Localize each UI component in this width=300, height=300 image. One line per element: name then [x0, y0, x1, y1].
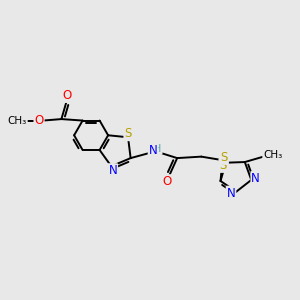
- Text: N: N: [251, 172, 260, 185]
- Text: O: O: [63, 89, 72, 102]
- Text: H: H: [153, 144, 162, 154]
- Text: CH₃: CH₃: [263, 150, 282, 160]
- Text: N: N: [148, 144, 158, 157]
- Text: CH₃: CH₃: [8, 116, 27, 126]
- Text: N: N: [108, 164, 117, 177]
- Text: O: O: [34, 114, 44, 127]
- Text: S: S: [220, 151, 228, 164]
- Text: S: S: [124, 127, 132, 140]
- Text: O: O: [162, 175, 171, 188]
- Text: S: S: [219, 159, 227, 172]
- Text: N: N: [226, 187, 236, 200]
